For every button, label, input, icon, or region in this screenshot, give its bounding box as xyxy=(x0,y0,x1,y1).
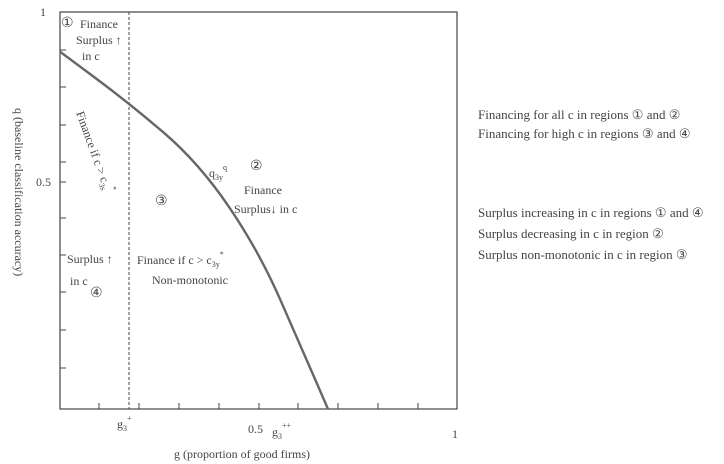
x-tick-label-g3-plusplus: g3++ xyxy=(272,421,292,441)
region-4-line2: in c xyxy=(70,274,88,288)
region-1-line1: Finance xyxy=(80,17,118,31)
x-axis-label: g (proportion of good firms) xyxy=(174,447,310,461)
note-surplus-decreasing: Surplus decreasing in c in region ② xyxy=(478,226,664,241)
y-tick-label-1: 1 xyxy=(40,5,46,19)
region-4-line1: Surplus ↑ xyxy=(67,252,113,266)
region-4-marker: ④ xyxy=(90,286,103,301)
note-surplus-non-monotonic: Surplus non-monotonic in c in region ③ xyxy=(478,247,688,262)
region-3-marker: ③ xyxy=(155,194,168,209)
y-axis-label: q (baseline classification accuracy) xyxy=(12,108,26,276)
x-tick-label-1: 1 xyxy=(452,427,458,441)
region-2-marker: ② xyxy=(250,159,263,174)
note-financing-regions-1-2: Financing for all c in regions ① and ② xyxy=(478,107,681,122)
curve-label-q3y: q3yq xyxy=(209,163,227,182)
x-tick-label-g3-plus: g3+ xyxy=(117,414,132,433)
finance-if-c-above-c3s-label: Finance if c > c3s* xyxy=(71,108,118,195)
note-financing-regions-3-4: Financing for high c in regions ③ and ④ xyxy=(478,126,691,141)
x-tick-label-0-5: 0.5 xyxy=(248,422,263,436)
region-3-line2: Non-monotonic xyxy=(152,273,228,287)
y-axis-ticks xyxy=(60,49,66,369)
region-1-line3: in c xyxy=(82,49,100,63)
note-surplus-increasing: Surplus increasing in c in regions ① and… xyxy=(478,205,704,220)
threshold-curve-q3y xyxy=(59,50,330,410)
y-tick-label-0-5: 0.5 xyxy=(36,175,51,189)
x-axis-ticks xyxy=(98,403,419,409)
region-2-line1: Finance xyxy=(244,183,282,197)
region-1-marker: ① xyxy=(61,16,74,31)
region-3-finance-label: Finance if c > c3y* xyxy=(137,250,224,269)
region-2-line2: Surplus↓ in c xyxy=(234,202,297,216)
region-1-line2: Surplus ↑ xyxy=(76,33,122,47)
